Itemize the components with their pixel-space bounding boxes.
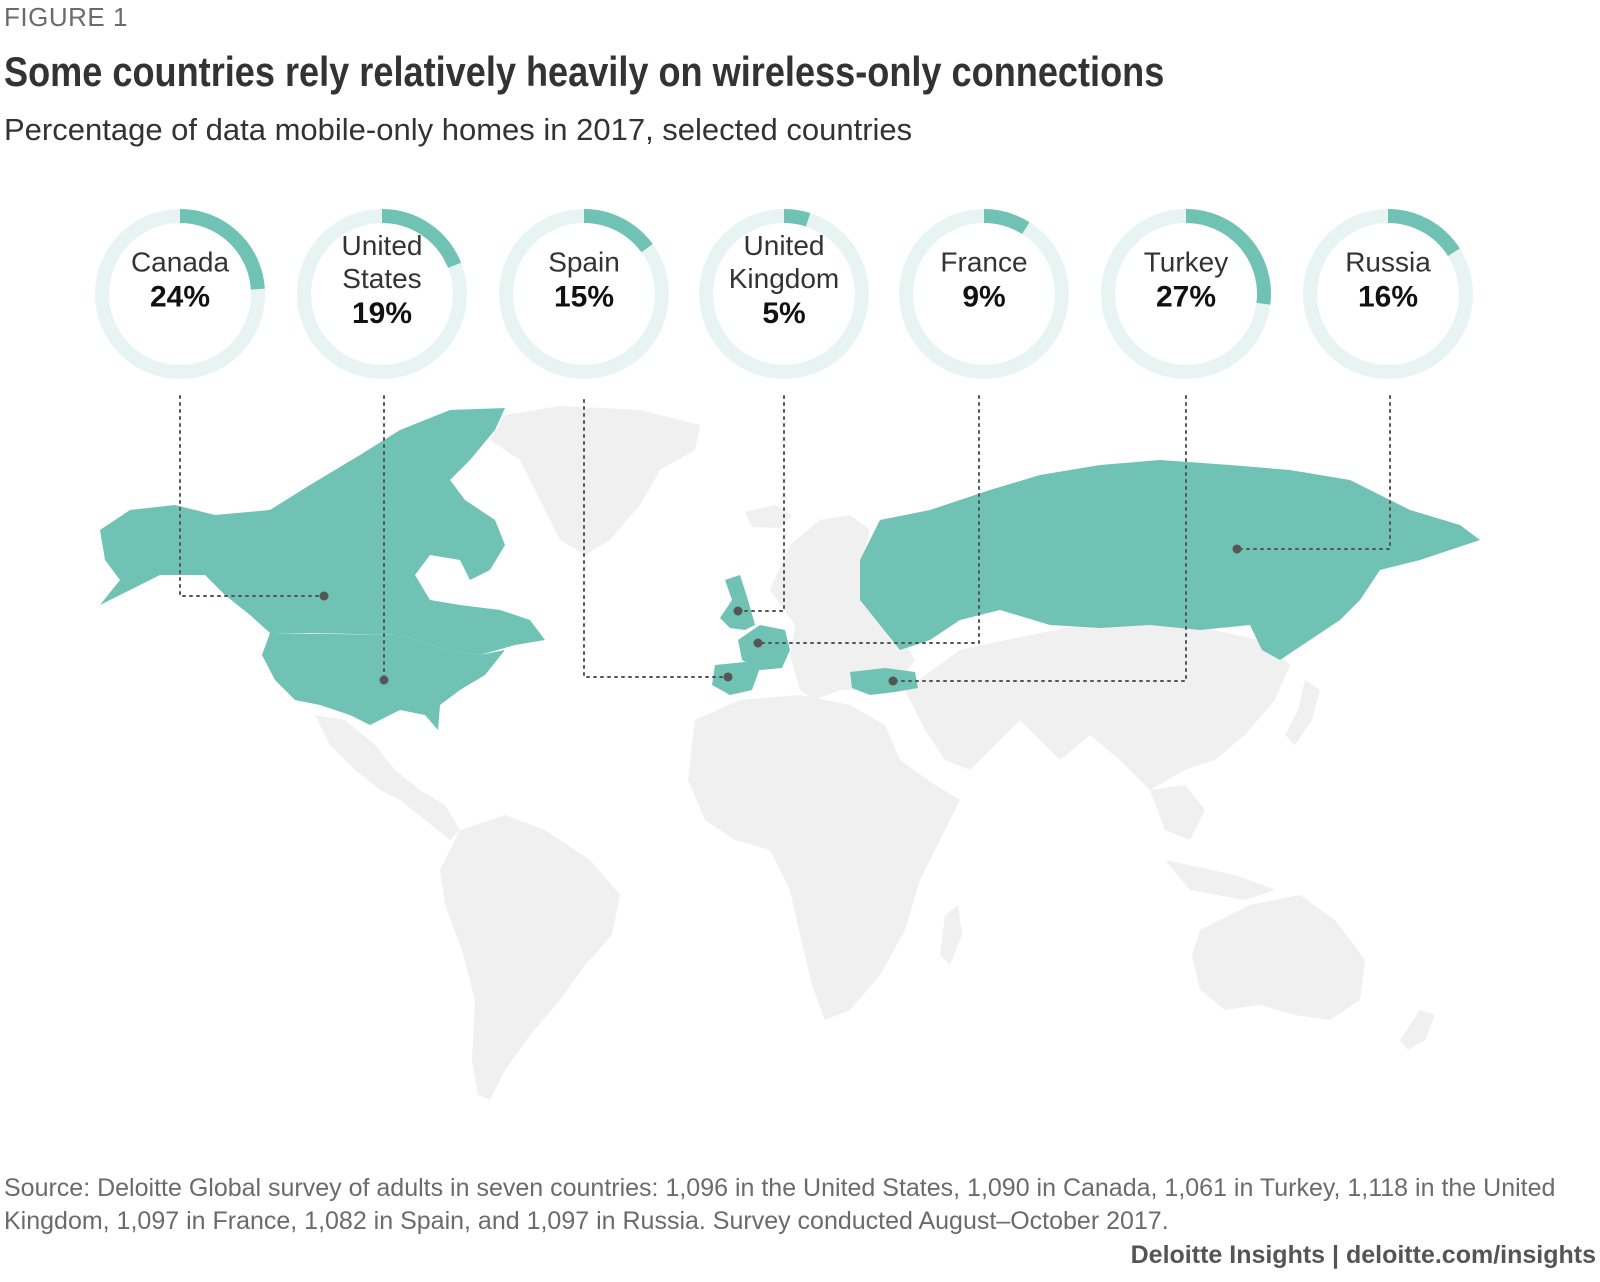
figure-label: FIGURE 1 (4, 2, 128, 32)
source-note: Source: Deloitte Global survey of adults… (4, 1174, 1556, 1235)
spain-value-arc (583, 209, 653, 253)
spain-map-marker (723, 672, 733, 682)
russia-label: Russia (1345, 247, 1431, 278)
japan-shape (1285, 680, 1320, 745)
chart-title: Some countries rely relatively heavily o… (4, 48, 1165, 95)
turkey-map-marker (888, 676, 898, 686)
turkey-value-label: 27% (1156, 281, 1216, 314)
france-value-label: 9% (962, 281, 1005, 314)
iceland-shape (745, 505, 792, 528)
canada-value-label: 24% (150, 281, 210, 314)
spain-label: Spain (548, 247, 620, 278)
united-kingdom-label: Kingdom (729, 263, 840, 294)
france-leader-line (757, 395, 980, 644)
middle-east-asia-shape (905, 620, 1290, 790)
canada-leader-line (179, 395, 325, 597)
turkey-shape (850, 668, 918, 695)
turkey-value-arc (1185, 209, 1271, 305)
france-shape (738, 625, 790, 670)
background-land (315, 406, 1435, 1100)
new-zealand-shape (1400, 1010, 1435, 1050)
united-states-value-arc (381, 209, 462, 269)
mexico-central-america-shape (315, 715, 460, 840)
africa-shape (688, 695, 960, 1020)
credit-line: Deloitte Insights | deloitte.com/insight… (1130, 1241, 1596, 1269)
uk-shape (720, 575, 755, 630)
spain-value-label: 15% (554, 281, 614, 314)
united-kingdom-label: United (744, 230, 825, 261)
turkey-label: Turkey (1144, 247, 1229, 278)
greenland-shape (490, 406, 700, 555)
united-states-label: States (342, 263, 421, 294)
scandinavia-europe-shape (770, 515, 915, 700)
south-america-shape (440, 815, 620, 1100)
united-states-map-marker (379, 675, 389, 685)
spain-shape (712, 662, 760, 695)
united-kingdom-leader-line (737, 395, 785, 612)
russia-value-label: 16% (1358, 281, 1418, 314)
united-states-value-label: 19% (352, 297, 412, 330)
united-states-label: United (342, 230, 423, 261)
world-map (100, 406, 1480, 1100)
southeast-asia-shape (1150, 785, 1275, 900)
france-value-arc (983, 209, 1030, 235)
russia-map-marker (1232, 544, 1242, 554)
leader-lines (179, 395, 1391, 686)
canada-alaska-shape (100, 408, 545, 655)
madagascar-shape (940, 905, 962, 965)
russia-leader-line (1236, 395, 1391, 550)
russia-shape (860, 460, 1480, 660)
canada-map-marker (319, 591, 329, 601)
donut-charts: Canada24%UnitedStates19%Spain15%UnitedKi… (95, 209, 1473, 379)
france-label: France (940, 247, 1027, 278)
chart-subtitle: Percentage of data mobile-only homes in … (4, 112, 913, 147)
united-kingdom-map-marker (733, 606, 743, 616)
australia-shape (1192, 895, 1365, 1020)
france-map-marker (753, 638, 763, 648)
spain-leader-line (583, 399, 729, 678)
canada-value-arc (179, 209, 265, 290)
russia-value-arc (1387, 209, 1460, 257)
united-kingdom-value-label: 5% (762, 297, 805, 330)
canada-label: Canada (131, 247, 230, 278)
united-kingdom-value-arc (783, 209, 811, 227)
